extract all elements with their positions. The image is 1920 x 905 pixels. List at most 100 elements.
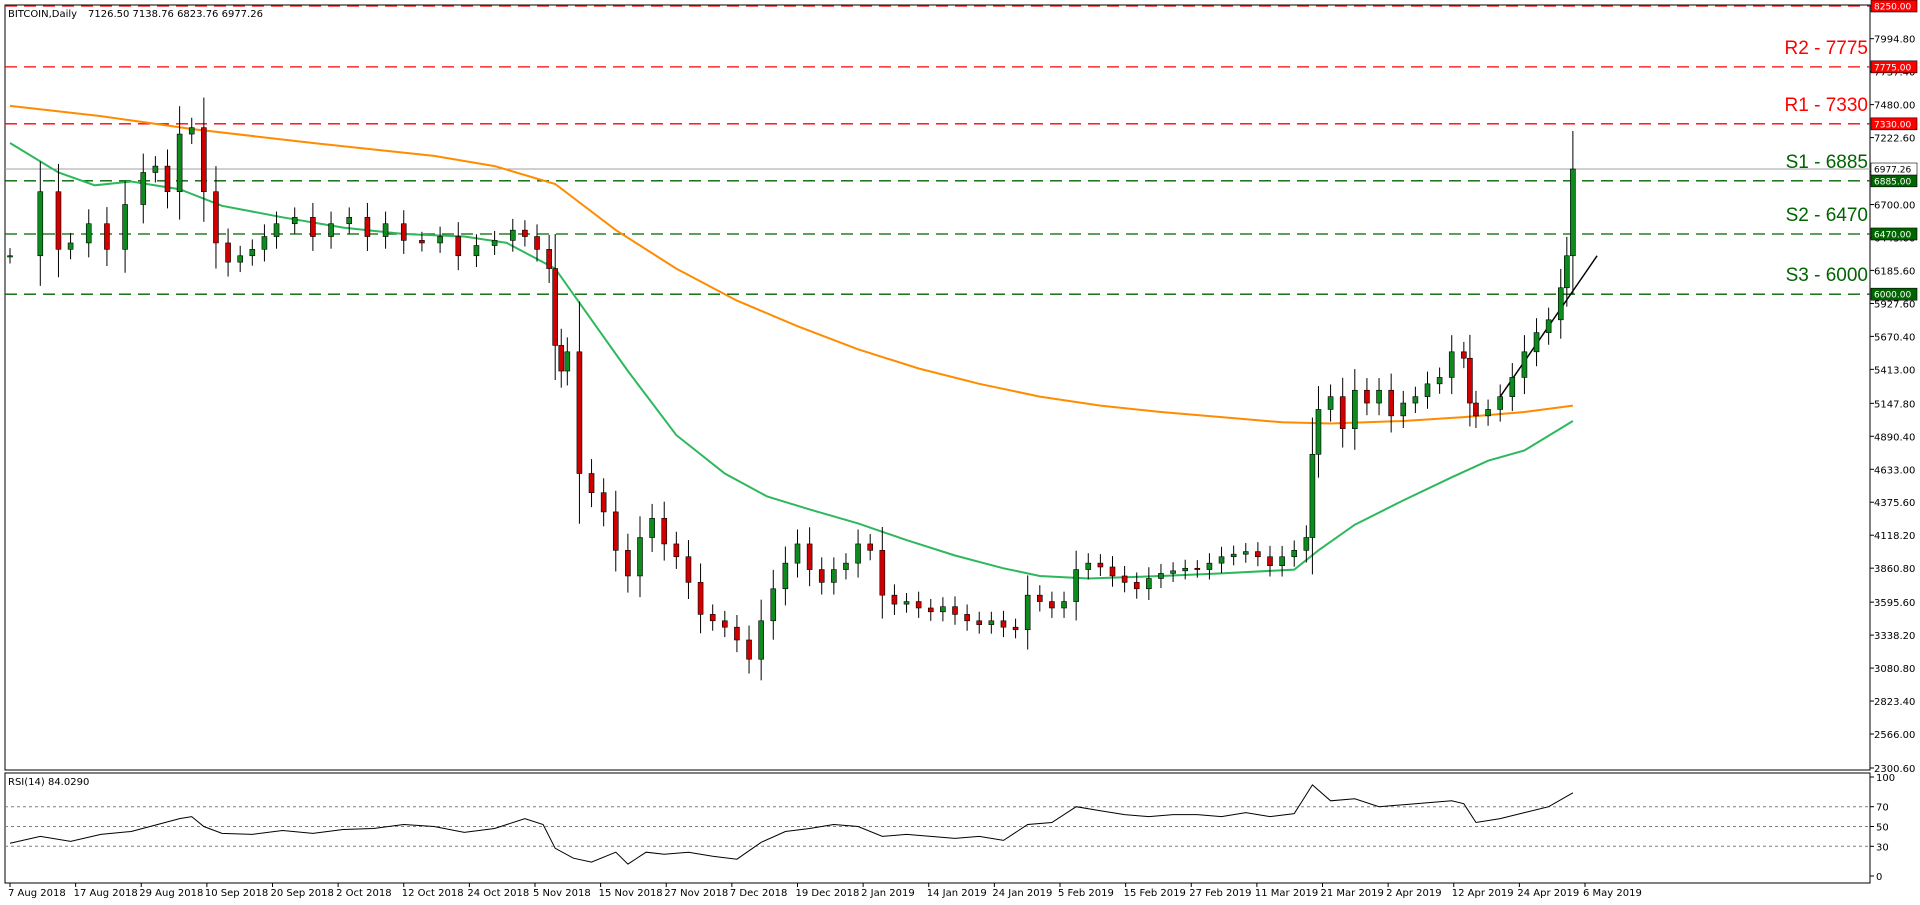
y-tick-label-17: 3860.80: [1874, 564, 1915, 575]
candle-body-1: [37, 191, 44, 257]
candle-body-79: [1073, 569, 1079, 602]
candle-body-93: [1242, 551, 1249, 555]
candle-body-98: [1303, 537, 1310, 551]
candle-body-71: [976, 620, 983, 625]
level-label-4: S2 - 6470: [1786, 205, 1868, 226]
candle-body-44: [649, 518, 655, 538]
candle-body-3: [67, 242, 74, 250]
candle-body-115: [1485, 409, 1491, 417]
candle-body-26: [419, 240, 425, 244]
level-box-0-text: 8250.00: [1874, 3, 1911, 13]
y-tick-label-9: 5927.60: [1874, 299, 1915, 310]
y-tick-label-18: 3595.60: [1874, 598, 1915, 609]
level-box-1-text: 7775.00: [1874, 63, 1911, 73]
candle-body-107: [1400, 402, 1407, 417]
y-tick-label-23: 2300.60: [1874, 764, 1915, 775]
x-tick-label-0: 7 Aug 2018: [8, 888, 66, 899]
candle-body-50: [722, 620, 728, 628]
candle-body-28: [455, 236, 462, 257]
candle-body-38: [576, 351, 583, 474]
candle-body-49: [709, 614, 716, 622]
candle-body-48: [697, 582, 704, 615]
candle-body-123: [1570, 168, 1576, 257]
y-tick-label-22: 2566.00: [1874, 730, 1915, 741]
candle-body-45: [661, 518, 668, 545]
x-tick-label-16: 5 Feb 2019: [1058, 888, 1114, 899]
candle-body-18: [273, 223, 280, 237]
candle-body-75: [1024, 594, 1031, 631]
candle-body-15: [237, 255, 243, 263]
candle-body-20: [310, 217, 316, 237]
y-tick-label-3: 7480.00: [1874, 101, 1915, 112]
candle-body-0: [7, 255, 13, 258]
x-tick-label-5: 2 Oct 2018: [336, 888, 391, 899]
candle-body-114: [1473, 402, 1479, 417]
x-tick-label-22: 12 Apr 2019: [1452, 888, 1514, 899]
level-box-2-text: 7330.00: [1874, 120, 1911, 130]
x-tick-label-9: 15 Nov 2018: [599, 888, 663, 899]
chart-header-ohlc: 7126.50 7138.76 6823.76 6977.26: [88, 9, 263, 20]
candle-body-55: [782, 562, 789, 590]
y-tick-label-13: 4890.40: [1874, 432, 1915, 443]
level-box-4-text: 6470.00: [1874, 230, 1911, 240]
y-tick-label-6: 6700.00: [1874, 201, 1915, 212]
candle-body-36: [558, 345, 565, 372]
candle-body-34: [546, 249, 552, 269]
candle-body-24: [382, 223, 389, 237]
candle-body-110: [1436, 377, 1443, 385]
last-price-text: 6977.26: [1874, 166, 1911, 176]
rsi-tick-label-3: 30: [1876, 842, 1889, 853]
candles-layer: [7, 97, 1576, 681]
candle-body-21: [328, 223, 334, 237]
candle-body-101: [1327, 396, 1334, 410]
level-box-3-text: 6885.00: [1874, 177, 1911, 187]
y-tick-label-21: 2823.40: [1874, 697, 1915, 708]
candle-body-43: [637, 537, 643, 577]
rsi-header-label: RSI(14) 84.0290: [8, 777, 89, 788]
candle-body-52: [746, 639, 752, 660]
level-box-2-box: [1870, 117, 1918, 131]
candle-body-59: [831, 569, 837, 583]
chart-header-symbol: BITCOIN,Daily: [8, 9, 77, 20]
y-tick-label-4: 7222.60: [1874, 134, 1915, 145]
candle-body-2: [55, 191, 62, 250]
rsi-tick-label-1: 70: [1876, 803, 1889, 814]
candle-body-82: [1109, 566, 1116, 577]
ma-50-line: [9, 142, 1574, 580]
candle-body-117: [1509, 377, 1516, 397]
price-boxes-layer: 8250.00 7775.00 7330.00 6885.00 6470.00 6000.…: [1870, 0, 1918, 301]
candle-body-62: [867, 543, 873, 551]
candle-body-61: [855, 543, 861, 564]
candle-body-40: [600, 492, 607, 513]
rsi-plot-frame: [4, 772, 1871, 884]
candle-body-120: [1545, 319, 1552, 333]
main-plot-frame: [4, 4, 1871, 771]
y-axis-layer: 8250.007994.807737.407480.007222.606958.…: [1870, 2, 1915, 775]
candle-body-9: [164, 165, 171, 193]
x-tick-label-11: 7 Dec 2018: [730, 888, 788, 899]
candle-body-16: [249, 249, 256, 257]
level-box-4-box: [1870, 227, 1918, 241]
candle-body-92: [1230, 553, 1237, 558]
candle-body-116: [1497, 396, 1503, 410]
x-tick-label-14: 14 Jan 2019: [927, 888, 987, 899]
candle-body-76: [1037, 594, 1043, 602]
candle-body-111: [1448, 351, 1455, 378]
candle-body-47: [685, 556, 692, 583]
candle-body-78: [1061, 601, 1067, 609]
candle-body-11: [188, 127, 195, 135]
candle-body-80: [1085, 562, 1092, 570]
candle-body-35: [552, 268, 558, 346]
candle-body-7: [140, 172, 147, 205]
candle-body-10: [176, 133, 183, 193]
candle-body-91: [1218, 556, 1225, 564]
x-tick-label-1: 17 Aug 2018: [74, 888, 138, 899]
candle-body-63: [879, 550, 886, 596]
level-label-3: S1 - 6885: [1786, 152, 1868, 173]
candle-body-56: [794, 543, 801, 564]
x-tick-label-21: 2 Apr 2019: [1386, 888, 1441, 899]
x-tick-label-23: 24 Apr 2019: [1517, 888, 1579, 899]
candle-body-108: [1412, 396, 1419, 404]
